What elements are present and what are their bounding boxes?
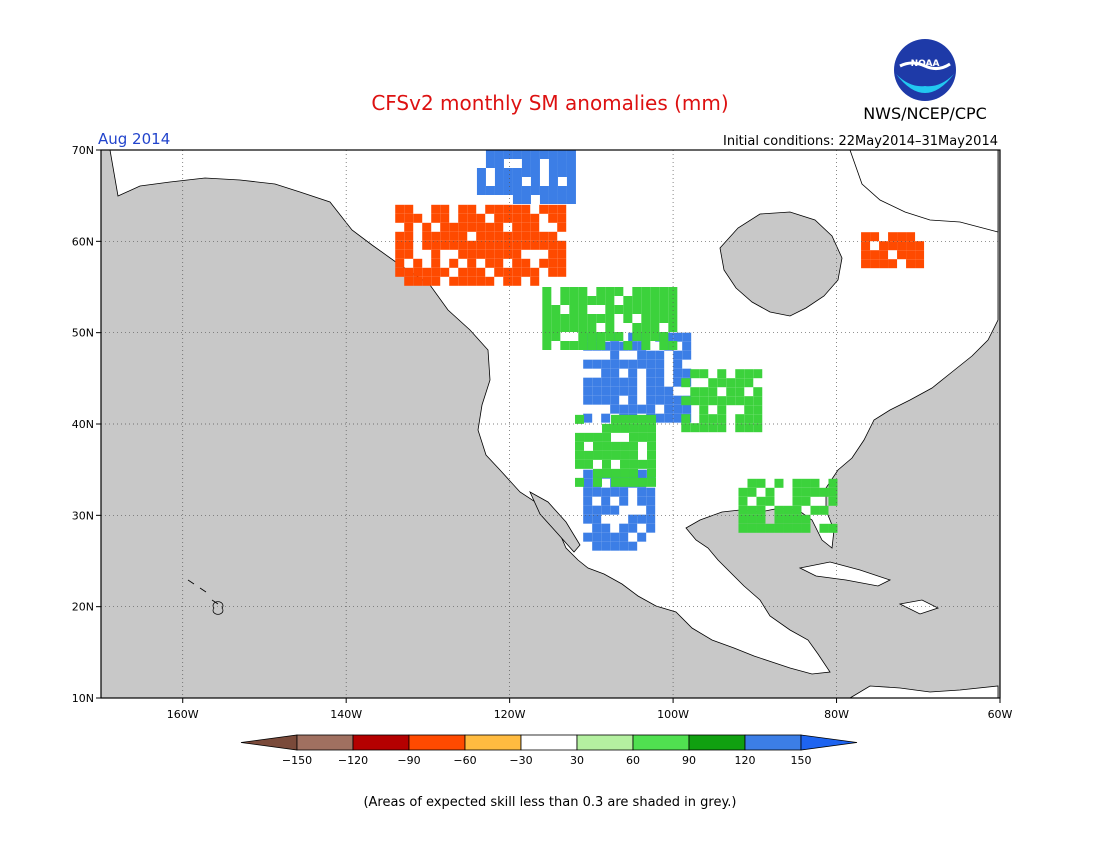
- target-month: Aug 2014: [98, 130, 170, 148]
- anomaly-region-southern-rockies-wet: [575, 414, 657, 487]
- lon-tick-label: 80W: [824, 708, 849, 721]
- legend-swatch: [408, 734, 466, 751]
- lat-tick-label: 40N: [72, 418, 94, 431]
- anomaly-region-northwest-territories-wet: [476, 150, 576, 204]
- legend-tick-label: 90: [682, 754, 696, 767]
- legend-tick-label: −150: [282, 754, 312, 767]
- graticule: [101, 150, 1000, 698]
- lon-tick-label: 60W: [988, 708, 1013, 721]
- legend-tick-label: −120: [338, 754, 368, 767]
- greenland-landmass: [849, 149, 999, 233]
- anomaly-region-southeast-wet: [738, 478, 838, 533]
- legend-tick-label: −30: [509, 754, 532, 767]
- lon-tick-label: 120W: [494, 708, 526, 721]
- lon-tick-label: 160W: [167, 708, 199, 721]
- land-layer: [109, 149, 999, 699]
- legend-swatch: [520, 734, 578, 751]
- initial-conditions: Initial conditions: 22May2014–31May2014: [723, 134, 998, 149]
- legend-swatch: [464, 734, 522, 751]
- south-america-landmass: [848, 685, 999, 699]
- lat-tick-label: 70N: [72, 144, 94, 157]
- lat-tick-label: 20N: [72, 601, 94, 614]
- legend-swatch: [744, 734, 802, 751]
- legend-tick-label: −90: [397, 754, 420, 767]
- axis-labels: 70N 60N 50N 40N 30N 20N 10N 160W 140W 120W 100W 80W…: [72, 144, 1013, 721]
- anomaly-region-labrador-dry: [861, 232, 925, 269]
- hispaniola-island: [898, 599, 940, 615]
- color-legend: −150 −120 −90 −60 −30 30 60 90 120 150: [240, 734, 858, 767]
- agency-label: NWS/NCEP/CPC: [863, 104, 987, 123]
- gulf-of-california: [529, 491, 581, 553]
- lat-tick-label: 10N: [72, 692, 94, 705]
- footnote: (Areas of expected skill less than 0.3 a…: [363, 795, 736, 810]
- lat-tick-label: 60N: [72, 235, 94, 248]
- anomaly-layer: [395, 150, 925, 551]
- legend-swatch: [296, 734, 354, 751]
- cuba-island: [798, 561, 892, 587]
- legend-tick-label: −60: [453, 754, 476, 767]
- noaa-logo-text: NOAA: [911, 59, 940, 69]
- chart-title: CFSv2 monthly SM anomalies (mm): [371, 91, 728, 115]
- legend-swatch: [576, 734, 634, 751]
- legend-tick-label: 30: [570, 754, 584, 767]
- map-panel: 70N 60N 50N 40N 30N 20N 10N 160W 140W 120W 100W 80W…: [72, 144, 1013, 721]
- legend-arrow-low: [240, 734, 298, 751]
- noaa-logo: NOAA: [894, 39, 956, 101]
- anomaly-region-canadian-prairies-wet: [542, 287, 678, 350]
- legend-swatch: [688, 734, 746, 751]
- legend-arrow-high: [800, 734, 858, 751]
- legend-tick-label: 150: [791, 754, 812, 767]
- anomaly-region-western-canada-dry: [395, 204, 567, 286]
- lon-tick-label: 100W: [657, 708, 689, 721]
- anomaly-region-northern-plains-wet: [583, 332, 692, 423]
- anomaly-region-upper-midwest-wet: [681, 369, 763, 433]
- legend-swatch: [632, 734, 690, 751]
- legend-tick-label: 120: [735, 754, 756, 767]
- lon-tick-label: 140W: [330, 708, 362, 721]
- legend-swatch: [352, 734, 410, 751]
- hawaii-islands: [187, 579, 224, 615]
- lat-tick-label: 50N: [72, 327, 94, 340]
- legend-tick-label: 60: [626, 754, 640, 767]
- hudson-bay: [719, 211, 843, 317]
- lat-tick-label: 30N: [72, 509, 94, 522]
